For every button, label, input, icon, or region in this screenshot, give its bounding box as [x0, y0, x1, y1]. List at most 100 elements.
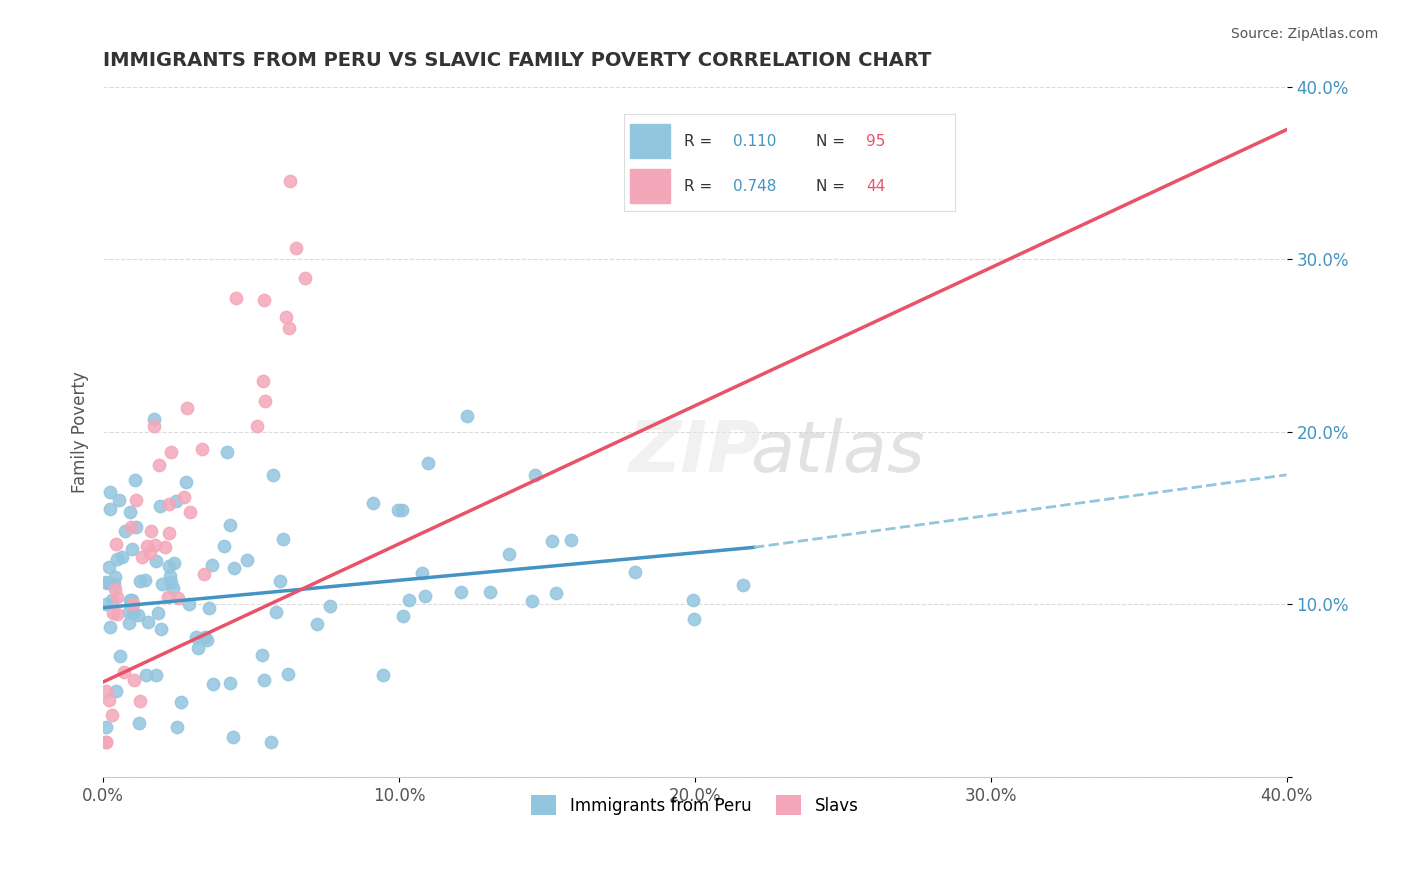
Point: [236, 553, 259, 567]
Point: [108, 492, 131, 507]
Point: [103, 577, 125, 591]
Point: [124, 493, 146, 508]
Point: [498, 548, 520, 562]
Point: [118, 616, 141, 631]
Point: [560, 533, 582, 547]
Point: [215, 445, 238, 459]
Point: [98, 619, 121, 633]
Text: IMMIGRANTS FROM PERU VS SLAVIC FAMILY POVERTY CORRELATION CHART: IMMIGRANTS FROM PERU VS SLAVIC FAMILY PO…: [103, 51, 932, 70]
Point: [105, 552, 128, 566]
Point: [129, 574, 152, 588]
Point: [121, 606, 143, 620]
Point: [157, 497, 180, 511]
Point: [198, 601, 221, 615]
Point: [173, 490, 195, 504]
Point: [264, 605, 287, 619]
Point: [253, 293, 276, 308]
Y-axis label: Family Poverty: Family Poverty: [72, 371, 89, 492]
Point: [524, 468, 547, 483]
Point: [134, 573, 156, 587]
Point: [212, 539, 235, 553]
Point: [94, 683, 117, 698]
Point: [160, 575, 183, 590]
Point: [96, 735, 118, 749]
Point: [284, 241, 307, 255]
Point: [190, 442, 212, 457]
Point: [149, 499, 172, 513]
Point: [167, 591, 190, 606]
Point: [145, 554, 167, 568]
Point: [201, 558, 224, 572]
Point: [108, 649, 131, 664]
Point: [157, 525, 180, 540]
Point: [305, 616, 328, 631]
Point: [177, 597, 200, 611]
Point: [222, 561, 245, 575]
Point: [104, 582, 127, 597]
Point: [136, 540, 159, 554]
Point: [540, 534, 562, 549]
Point: [136, 615, 159, 629]
Point: [120, 505, 142, 519]
Point: [96, 576, 118, 591]
Point: [118, 593, 141, 607]
Point: [101, 606, 124, 620]
Point: [122, 673, 145, 687]
Point: [145, 668, 167, 682]
Point: [97, 693, 120, 707]
Point: [174, 475, 197, 489]
Point: [163, 557, 186, 571]
Point: [94, 574, 117, 589]
Point: [278, 174, 301, 188]
Point: [121, 593, 143, 607]
Point: [150, 577, 173, 591]
Point: [128, 694, 150, 708]
Point: [153, 540, 176, 554]
Point: [456, 409, 478, 423]
Point: [135, 668, 157, 682]
Point: [105, 591, 128, 605]
Point: [98, 559, 121, 574]
Point: [294, 270, 316, 285]
Point: [392, 609, 415, 624]
Point: [162, 581, 184, 595]
Point: [413, 590, 436, 604]
Point: [127, 608, 149, 623]
Point: [139, 524, 162, 539]
Point: [319, 599, 342, 614]
Point: [105, 683, 128, 698]
Point: [160, 444, 183, 458]
Point: [260, 735, 283, 749]
Point: [682, 612, 704, 626]
Point: [361, 496, 384, 510]
Point: [114, 524, 136, 538]
Point: [450, 584, 472, 599]
Point: [101, 707, 124, 722]
Point: [218, 517, 240, 532]
Point: [273, 532, 295, 546]
Point: [139, 546, 162, 560]
Point: [179, 505, 201, 519]
Point: [411, 566, 433, 580]
Point: [149, 623, 172, 637]
Point: [682, 593, 704, 607]
Point: [253, 673, 276, 687]
Text: ZIP: ZIP: [628, 417, 761, 487]
Point: [157, 591, 180, 605]
Point: [254, 394, 277, 409]
Point: [520, 594, 543, 608]
Point: [148, 458, 170, 472]
Point: [479, 585, 502, 599]
Point: [128, 715, 150, 730]
Point: [277, 666, 299, 681]
Point: [219, 676, 242, 690]
Point: [187, 640, 209, 655]
Point: [166, 719, 188, 733]
Point: [391, 503, 413, 517]
Point: [146, 606, 169, 620]
Point: [131, 549, 153, 564]
Point: [118, 605, 141, 619]
Point: [111, 549, 134, 564]
Point: [122, 597, 145, 611]
Point: [416, 456, 439, 470]
